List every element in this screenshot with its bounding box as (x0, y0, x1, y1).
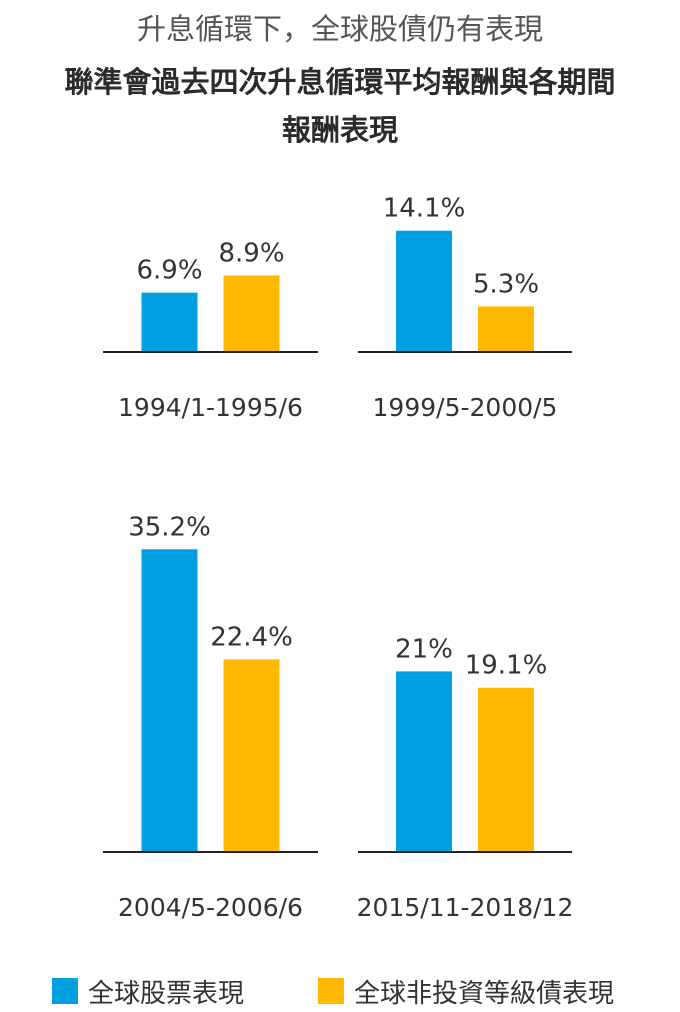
data-label-bond-3: 22.4% (210, 622, 293, 652)
legend-label-bond: 全球非投資等級債表現 (354, 978, 615, 1009)
bar-equity-2 (396, 230, 452, 352)
data-label-equity-2: 14.1% (383, 194, 466, 224)
data-label-equity-1: 6.9% (136, 256, 202, 286)
legend-item-equity: 全球股票表現 (52, 974, 245, 1009)
bar-equity-1 (141, 292, 198, 352)
bar-bond-2 (478, 306, 534, 352)
data-label-bond-2: 5.3% (473, 269, 539, 299)
period-label-1: 1994/1-1995/6 (118, 393, 303, 422)
period-label-3: 2004/5-2006/6 (118, 893, 303, 922)
bar-equity-3 (141, 549, 198, 852)
legend-swatch-bond (318, 978, 344, 1004)
period-label-2: 1999/5-2000/5 (373, 393, 558, 422)
data-label-equity-4: 21% (395, 634, 453, 664)
chart-subtitle: 升息循環下，全球股債仍有表現 (136, 12, 543, 46)
chart-title-line-1: 聯準會過去四次升息循環平均報酬與各期間 (64, 65, 616, 99)
period-label-4: 2015/11-2018/12 (357, 893, 574, 922)
bar-bond-3 (223, 659, 280, 852)
legend-item-bond: 全球非投資等級債表現 (318, 974, 615, 1009)
bar-bond-4 (478, 687, 534, 852)
legend-label-equity: 全球股票表現 (88, 978, 245, 1009)
bar-bond-1 (223, 275, 280, 352)
bar-equity-4 (396, 671, 452, 852)
data-label-equity-3: 35.2% (128, 512, 211, 542)
legend-swatch-equity (52, 978, 78, 1004)
data-label-bond-1: 8.9% (218, 238, 284, 268)
data-label-bond-4: 19.1% (465, 651, 548, 681)
chart-title-line-2: 報酬表現 (281, 113, 398, 147)
chart-title: 聯準會過去四次升息循環平均報酬與各期間 報酬表現 (0, 58, 680, 154)
